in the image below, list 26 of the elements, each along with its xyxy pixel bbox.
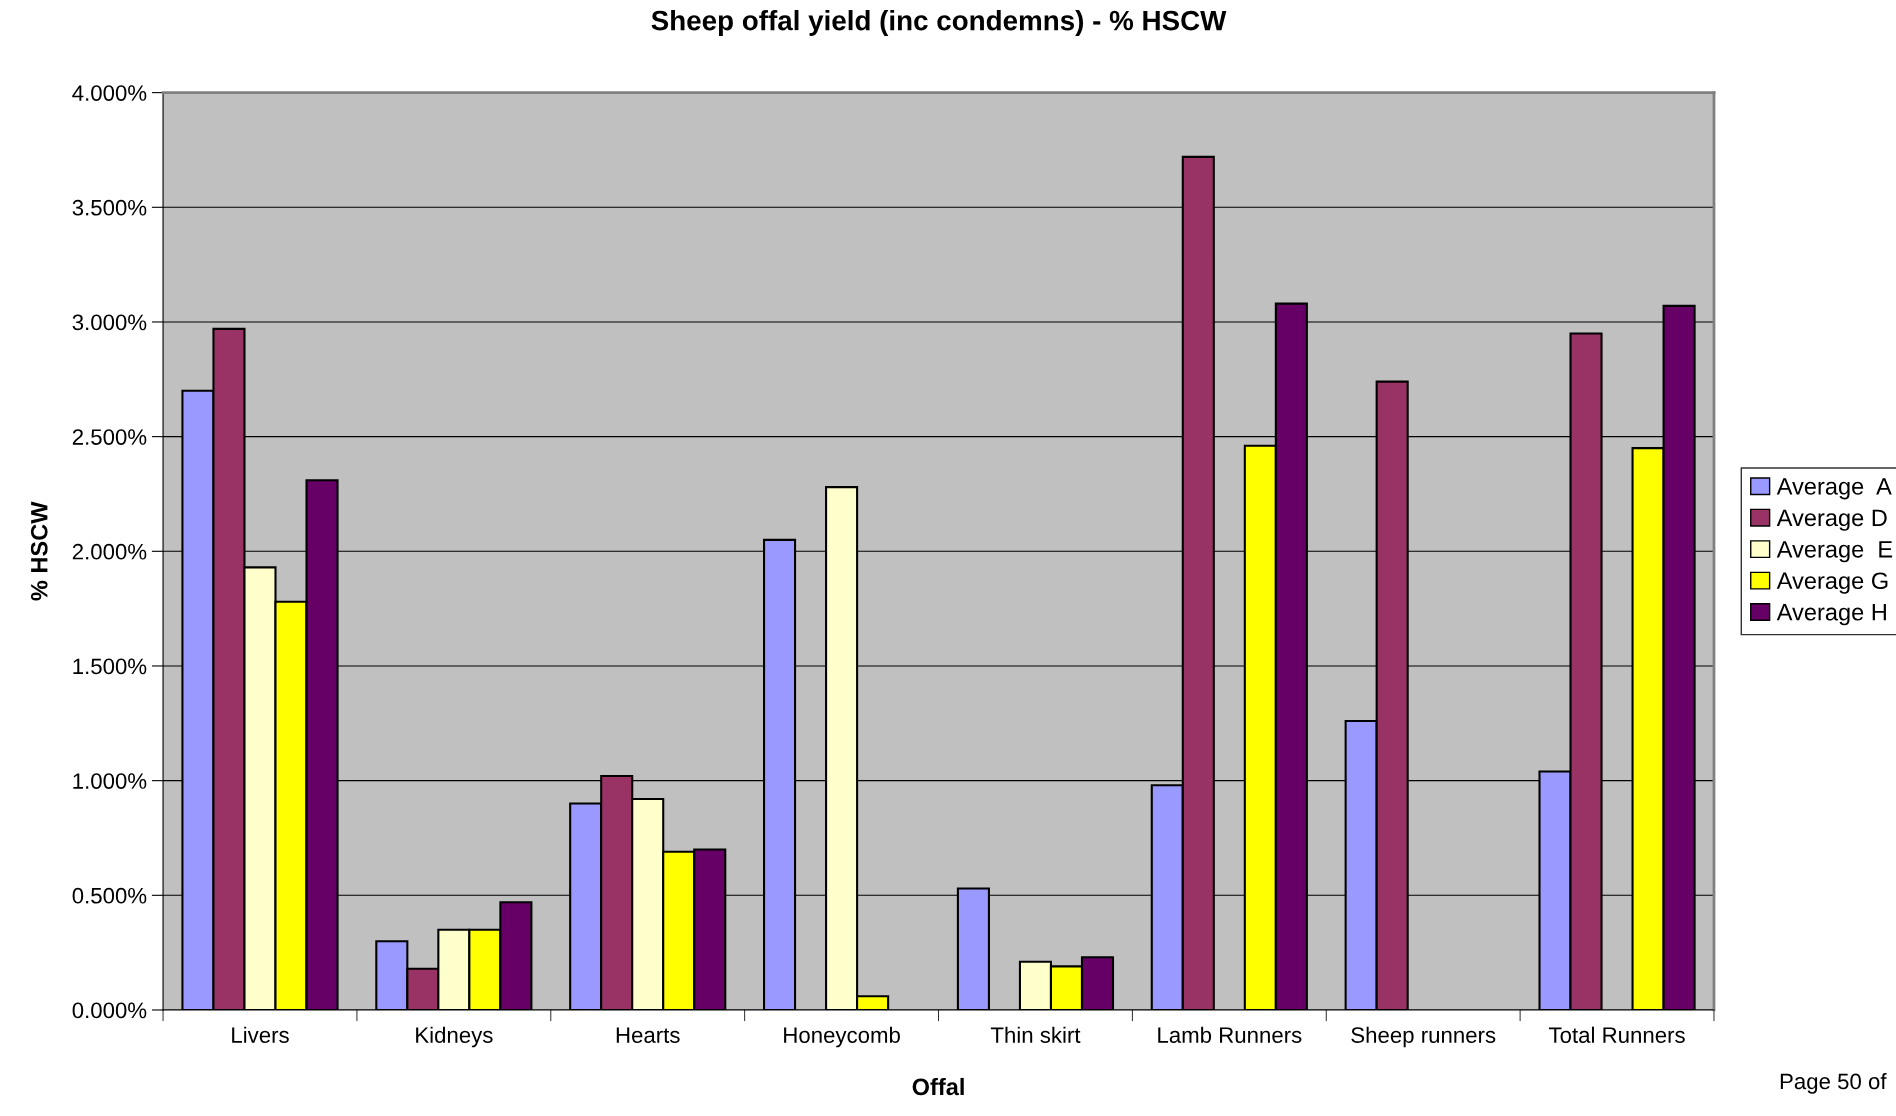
y-tick-label: 0.500% xyxy=(72,887,147,904)
chart-title: Sheep offal yield (inc condemns) - % HSCW xyxy=(651,10,1227,36)
text: Page 50 of xyxy=(1780,1072,1887,1094)
legend-label: Average G xyxy=(1776,572,1888,594)
x-tick-label: Hearts xyxy=(616,1027,680,1043)
legend-label: Average D xyxy=(1776,509,1887,531)
x-tick-label: Livers xyxy=(232,1026,289,1043)
x-tick-label: Lamb Runners xyxy=(1158,1026,1302,1043)
x-tick-label: Kidneys xyxy=(416,1026,493,1048)
x-tick-label: Sheep runners xyxy=(1351,1026,1496,1048)
legend-label: Average A xyxy=(1776,478,1892,500)
y-tick-label: 3.500% xyxy=(72,199,147,216)
y-tick-label: 4.000% xyxy=(72,85,147,101)
legend-label: Average H xyxy=(1776,604,1886,626)
y-axis-title: % HSCW xyxy=(30,501,48,601)
y-tick-label: 1.000% xyxy=(73,773,147,789)
x-axis-title: Offal xyxy=(912,1077,964,1096)
y-tick-label: 2.500% xyxy=(72,429,147,445)
x-tick-label: Honeycomb xyxy=(784,1026,900,1048)
x-tick-label: Thin skirt xyxy=(990,1026,1081,1043)
legend-label: Average E xyxy=(1776,541,1893,563)
y-tick-label: 3.000% xyxy=(72,314,147,331)
y-tick-label: 1.500% xyxy=(73,658,147,675)
x-tick-label: Total Runners xyxy=(1549,1026,1685,1043)
y-tick-label: 0.000% xyxy=(72,1002,147,1019)
y-tick-label: 2.000% xyxy=(72,543,147,560)
